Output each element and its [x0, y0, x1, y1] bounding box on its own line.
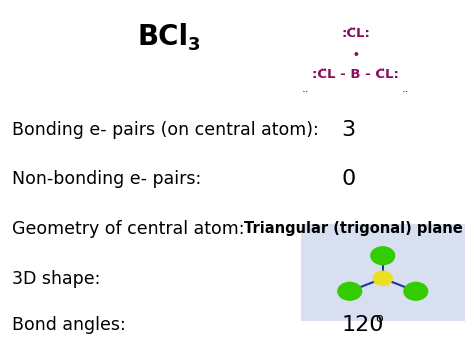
- Text: 3D shape:: 3D shape:: [12, 270, 100, 288]
- Text: BCl: BCl: [138, 23, 189, 51]
- Text: Geometry of central atom:: Geometry of central atom:: [12, 220, 245, 238]
- Text: Non-bonding e- pairs:: Non-bonding e- pairs:: [12, 170, 201, 188]
- Text: o: o: [375, 312, 383, 325]
- Text: ··: ··: [401, 86, 409, 99]
- Text: ··: ··: [302, 86, 310, 99]
- Circle shape: [373, 271, 392, 285]
- Text: :C̈L - B - C̈L:: :C̈L - B - C̈L:: [312, 68, 399, 81]
- Text: Bond angles:: Bond angles:: [12, 316, 126, 334]
- Circle shape: [371, 247, 394, 264]
- FancyBboxPatch shape: [301, 224, 465, 321]
- Circle shape: [338, 283, 362, 300]
- Text: 3: 3: [341, 120, 356, 140]
- Text: •: •: [352, 50, 359, 60]
- Circle shape: [404, 283, 428, 300]
- Text: 0: 0: [341, 169, 356, 189]
- Text: 120: 120: [341, 315, 384, 335]
- Text: Bonding e- pairs (on central atom):: Bonding e- pairs (on central atom):: [12, 121, 319, 138]
- Text: 3: 3: [188, 36, 201, 54]
- Text: :C̈L:: :C̈L:: [341, 27, 370, 40]
- Text: Triangular (trigonal) plane: Triangular (trigonal) plane: [244, 222, 463, 236]
